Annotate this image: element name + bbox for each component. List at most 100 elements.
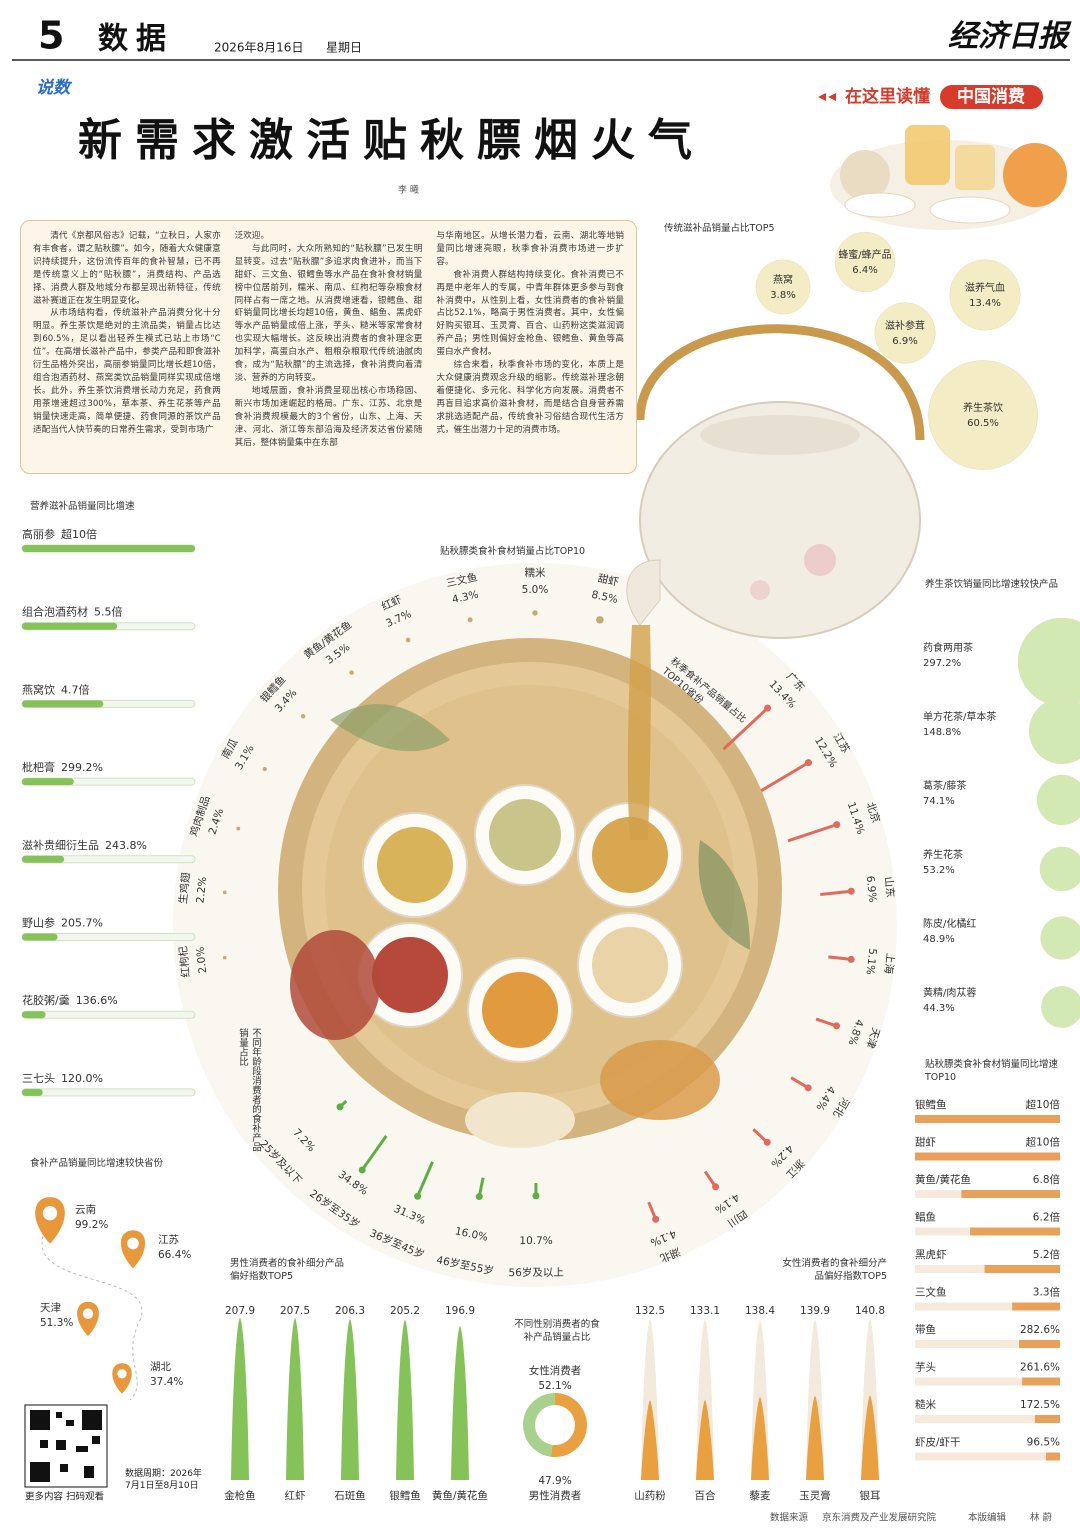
lollipop-dot [764,704,772,712]
paragraph: 清代《京都风俗志》记载，“立秋日，人家亦有丰食者，谓之贴秋膘”。如今，随着大众健… [33,231,221,306]
value-label: 139.9 [800,1305,830,1317]
marker [467,617,473,623]
category-label: 组合泡酒药材 [22,605,88,619]
category-label: 江苏 [158,1233,179,1246]
lollipop-dot [414,1192,422,1200]
category-label: 甜虾 [597,572,621,589]
spike [341,1319,359,1480]
value-label: 37.4% [150,1376,183,1388]
category-label: 芋头 [915,1362,936,1374]
category-label: 单方花茶/草本茶 [923,710,996,723]
lollipop [828,955,852,961]
paragraph: 地域层面，食补消费呈现出核心市场稳固、新兴市场加速崛起的格局。广东、江苏、北京是… [234,385,423,448]
category-label: 三七头 [22,1072,55,1085]
spike [696,1400,714,1480]
lollipop-dot [847,955,855,963]
marker [222,955,227,960]
category-label: 玉灵膏 [799,1489,831,1502]
bubble [755,259,811,315]
spike [806,1396,824,1480]
lollipop [815,1017,838,1028]
category-label: 上海 [882,952,897,975]
byline: 李 曦 [398,184,419,196]
value-label: 60.5% [967,418,999,429]
lollipop-dot [652,1215,660,1223]
banner-lead: 在这里读懂 [845,86,930,107]
value-label: 44.3% [923,1003,955,1014]
value-label: 51.3% [40,1317,73,1329]
value-label: 4.7倍 [61,682,90,696]
value-label: 5.2倍 [1033,1248,1061,1261]
value-label: 282.6% [1020,1324,1060,1336]
bar [1034,1415,1060,1423]
lollipop [760,761,810,792]
article-column: 清代《京都风俗志》记载，“立秋日，人家亦有丰食者，谓之贴秋膘”。如今，随着大众健… [33,230,221,464]
category-label: 红枸杞 [176,945,192,978]
category-label: 金枪鱼 [224,1489,256,1502]
bar [961,1190,1060,1198]
value-label: 5.5倍 [94,605,123,619]
spike [451,1326,469,1480]
value-label: 47.9% [538,1475,571,1487]
lollipop-dot [833,821,841,829]
lollipop [416,1161,434,1197]
value-label: 140.8 [855,1305,885,1317]
lollipop-dot [532,1192,540,1200]
value-label: 148.8% [923,727,961,738]
marker [596,616,604,624]
category-label: 红虾 [285,1489,306,1502]
paragraph: 食补消费人群结构持续变化。食补消费已不再是中老年人的专属，中青年群体更多参与到食… [436,269,625,358]
bar [22,622,118,630]
value-label: 6.2倍 [1033,1211,1061,1224]
chart-title: 养生茶饮销量同比增速较快产品 [925,579,1059,590]
paragraph: 与华南地区。从增长潜力看，云南、湖北等地销量同比增速亮眼，秋季食补消费市场进一步… [436,231,625,267]
bar [22,933,58,941]
pin-hole [82,1308,94,1319]
category-label: 黄鱼/黄花鱼 [432,1489,488,1502]
category-label: 男性消费者 [529,1489,582,1502]
value-label: 205.2 [390,1305,420,1317]
marker [236,826,241,831]
category-label: 山东 [882,876,897,898]
lollipop-dot [336,1103,344,1111]
bar [22,778,74,786]
bar-track [915,1302,1060,1311]
banner-badge [940,85,1043,109]
qr-code [24,1404,108,1488]
value-label: 48.9% [923,934,955,945]
source-label: 数据来源 [770,1512,809,1524]
value-label: 8.5% [590,589,619,606]
lollipop-dot [847,887,855,895]
category-label: 蜂蜜/蜂产品 [838,248,891,261]
bar-track [915,1452,1060,1461]
value-label: 99.2% [75,1219,108,1231]
value-label: 4.3% [451,589,480,606]
value-label: 136.6% [76,994,118,1007]
spike [861,1395,879,1480]
category-label: 滋补贵细衍生品 [22,838,99,852]
value-label: 172.5% [1020,1399,1060,1411]
value-label: 52.1% [538,1380,571,1392]
bar [22,545,195,552]
category-label: 北京 [864,800,883,824]
category-label: 虾皮/虾干 [915,1436,961,1449]
date: 2026年8月16日 [214,41,303,55]
pin-hole [127,1237,139,1250]
bar [22,855,65,863]
bubble [1036,774,1080,826]
category-label: 燕窝 [773,273,793,286]
value-label: 超10倍 [1026,1098,1061,1111]
qr-caption: 更多内容 扫码观看 [25,1491,104,1503]
bubble [1041,986,1080,1028]
category-label: 陈皮/化橘红 [923,917,976,930]
category-label: 百合 [695,1489,716,1502]
marker [300,714,306,719]
value-label: 206.3 [335,1305,365,1317]
category-label: 养生茶饮 [963,401,1003,414]
spike [286,1318,304,1480]
bar [1022,1377,1060,1386]
bar [22,700,104,708]
column-name: 说数 [36,78,73,98]
